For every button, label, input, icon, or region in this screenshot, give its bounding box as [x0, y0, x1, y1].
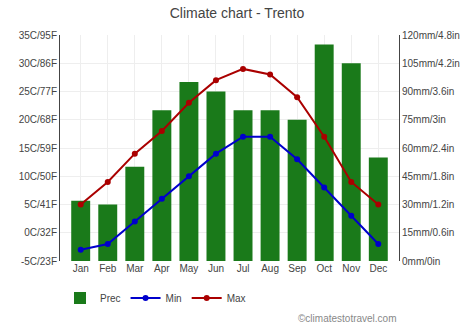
- svg-text:Climate chart - Trento: Climate chart - Trento: [170, 5, 305, 21]
- svg-text:0C/32F: 0C/32F: [24, 227, 57, 238]
- svg-text:Oct: Oct: [316, 263, 332, 274]
- svg-text:Aug: Aug: [261, 263, 279, 274]
- svg-text:May: May: [179, 263, 198, 274]
- svg-text:60mm/2.4in: 60mm/2.4in: [402, 143, 454, 154]
- svg-text:120mm/4.8in: 120mm/4.8in: [402, 30, 460, 41]
- svg-text:15mm/0.6in: 15mm/0.6in: [402, 227, 454, 238]
- svg-text:Prec: Prec: [100, 293, 121, 304]
- svg-text:-5C/23F: -5C/23F: [21, 256, 57, 267]
- svg-text:5C/41F: 5C/41F: [24, 199, 57, 210]
- svg-text:Feb: Feb: [99, 263, 117, 274]
- svg-text:Nov: Nov: [342, 263, 360, 274]
- svg-text:25C/77F: 25C/77F: [19, 86, 57, 97]
- svg-text:0mm/0in: 0mm/0in: [402, 256, 440, 267]
- svg-text:20C/68F: 20C/68F: [19, 114, 57, 125]
- svg-text:30mm/1.2in: 30mm/1.2in: [402, 199, 454, 210]
- svg-text:Jan: Jan: [73, 263, 89, 274]
- svg-text:15C/59F: 15C/59F: [19, 143, 57, 154]
- svg-text:10C/50F: 10C/50F: [19, 171, 57, 182]
- svg-text:30C/86F: 30C/86F: [19, 58, 57, 69]
- svg-text:Sep: Sep: [288, 263, 306, 274]
- svg-text:©climatestotravel.com: ©climatestotravel.com: [298, 313, 397, 324]
- svg-text:45mm/1.8in: 45mm/1.8in: [402, 171, 454, 182]
- svg-text:90mm/3.6in: 90mm/3.6in: [402, 86, 454, 97]
- svg-text:Dec: Dec: [369, 263, 387, 274]
- svg-text:Jun: Jun: [208, 263, 224, 274]
- svg-text:35C/95F: 35C/95F: [19, 30, 57, 41]
- svg-text:Jul: Jul: [237, 263, 250, 274]
- svg-text:Mar: Mar: [126, 263, 144, 274]
- svg-text:105mm/4.2in: 105mm/4.2in: [402, 58, 460, 69]
- svg-text:Max: Max: [227, 293, 246, 304]
- svg-text:75mm/3in: 75mm/3in: [402, 114, 446, 125]
- svg-text:Apr: Apr: [154, 263, 170, 274]
- svg-text:Min: Min: [166, 293, 182, 304]
